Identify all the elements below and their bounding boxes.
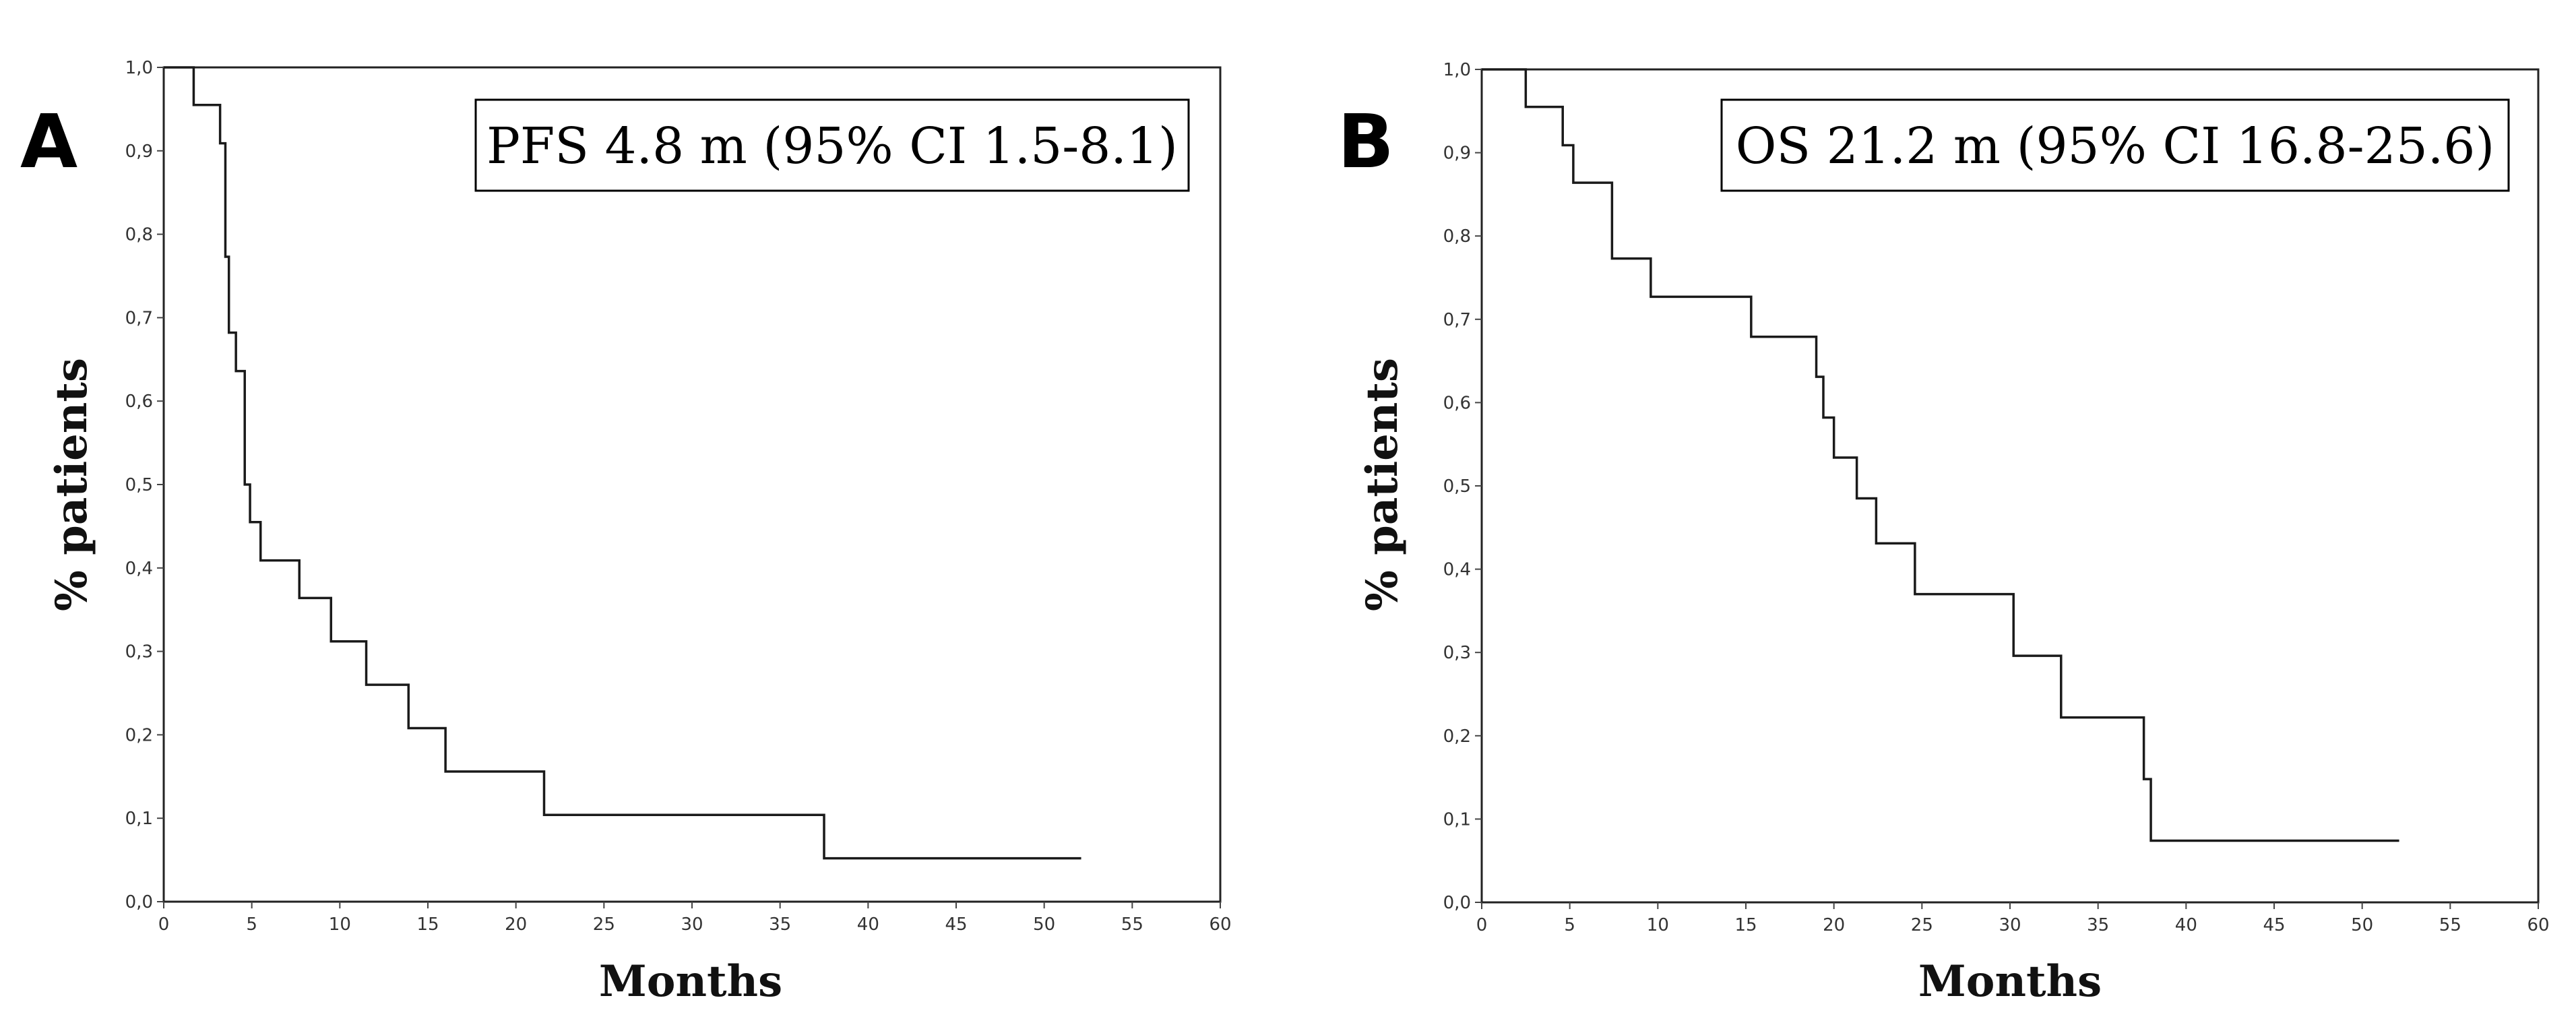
x-tick-label: 10 [329,914,351,935]
x-tick-label: 5 [246,914,257,935]
y-tick-label: 0,0 [125,892,153,912]
y-tick-label: 0,4 [125,559,153,579]
panel-b-survival-curve [1482,68,2399,842]
y-tick-label: 1,0 [1443,60,1471,80]
panel-b-plot-frame [1480,68,2540,904]
y-tick-label: 0,4 [1443,560,1471,580]
x-tick-label: 60 [1209,914,1231,935]
panel-b-y-ticks: 0,0 0,1 0,2 0,3 0,4 0,5 0,6 0,7 0,8 0,9 1,0 [1443,60,1482,913]
panel-b-annotation: OS 21.2 m (95% CI 16.8-25.6) [1736,117,2495,175]
y-tick-label: 0,7 [125,308,153,328]
x-tick-label: 25 [1911,915,1933,935]
x-tick-label: 20 [505,914,527,935]
y-tick-label: 0,5 [125,475,153,495]
y-tick-label: 0,2 [1443,726,1471,747]
panel-b-x-axis-title: Months [1918,956,2102,1007]
y-tick-label: 0,9 [125,142,153,162]
y-tick-label: 1,0 [125,58,153,78]
y-tick-label: 0,0 [1443,893,1471,913]
y-tick-label: 0,1 [1443,809,1471,830]
x-tick-label: 15 [1734,915,1757,935]
x-tick-label: 15 [416,914,439,935]
x-tick-label: 10 [1647,915,1669,935]
y-tick-label: 0,8 [1443,226,1471,247]
y-tick-label: 0,3 [125,642,153,662]
x-tick-label: 35 [769,914,791,935]
x-tick-label: 55 [1121,914,1143,935]
x-tick-label: 20 [1823,915,1845,935]
x-tick-label: 0 [1476,915,1488,935]
y-tick-label: 0,6 [1443,393,1471,413]
y-tick-label: 0,1 [125,809,153,829]
panel-b-letter: B [1338,98,1394,185]
panel-a-x-ticks: 0 5 10 15 20 25 30 35 40 45 50 55 60 [158,902,1232,935]
x-tick-label: 45 [2263,915,2285,935]
y-tick-label: 0,2 [125,725,153,745]
panel-b: B 0 5 10 15 20 25 30 35 40 45 50 55 60 0,00,10,20,30… [1338,60,2550,1007]
panel-a-plot-frame [162,66,1222,903]
x-tick-label: 35 [2087,915,2109,935]
y-tick-label: 0,5 [1443,476,1471,497]
panel-a-survival-curve [164,66,1081,860]
x-tick-label: 25 [593,914,615,935]
y-tick-label: 0,9 [1443,144,1471,164]
panel-a-annotation-box [474,98,1190,192]
x-tick-label: 50 [1033,914,1055,935]
x-tick-label: 45 [945,914,967,935]
panel-a-y-axis-title: % patients [46,358,97,611]
panel-b-x-ticks: 0 5 10 15 20 25 30 35 40 45 50 55 60 [1476,902,2550,935]
x-tick-label: 50 [2351,915,2373,935]
panel-a: A 0 5 10 15 20 25 30 35 40 45 50 55 60 0,00,10,20,30… [20,58,1232,1007]
x-tick-label: 5 [1564,915,1575,935]
panel-a-y-ticks: 0,0 0,1 0,2 0,3 0,4 0,5 0,6 0,7 0,8 0,9 1,0 [125,58,164,912]
x-tick-label: 40 [2175,915,2197,935]
x-tick-label: 30 [1999,915,2021,935]
x-tick-label: 0 [158,914,170,935]
y-tick-label: 0,3 [1443,643,1471,663]
panel-a-annotation: PFS 4.8 m (95% CI 1.5-8.1) [486,117,1178,175]
x-tick-label: 30 [681,914,703,935]
panel-a-x-axis-title: Months [599,956,782,1007]
panel-b-y-axis-title: % patients [1357,358,1408,611]
panel-a-letter: A [20,98,77,185]
y-tick-label: 0,6 [125,392,153,412]
x-tick-label: 60 [2527,915,2549,935]
y-tick-label: 0,8 [125,225,153,245]
panel-b-annotation-box [1720,98,2510,192]
y-tick-label: 0,7 [1443,310,1471,330]
x-tick-label: 55 [2439,915,2461,935]
x-tick-label: 40 [857,914,879,935]
